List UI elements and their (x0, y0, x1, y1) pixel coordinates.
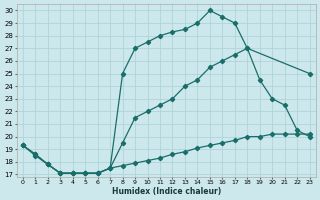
X-axis label: Humidex (Indice chaleur): Humidex (Indice chaleur) (112, 187, 221, 196)
